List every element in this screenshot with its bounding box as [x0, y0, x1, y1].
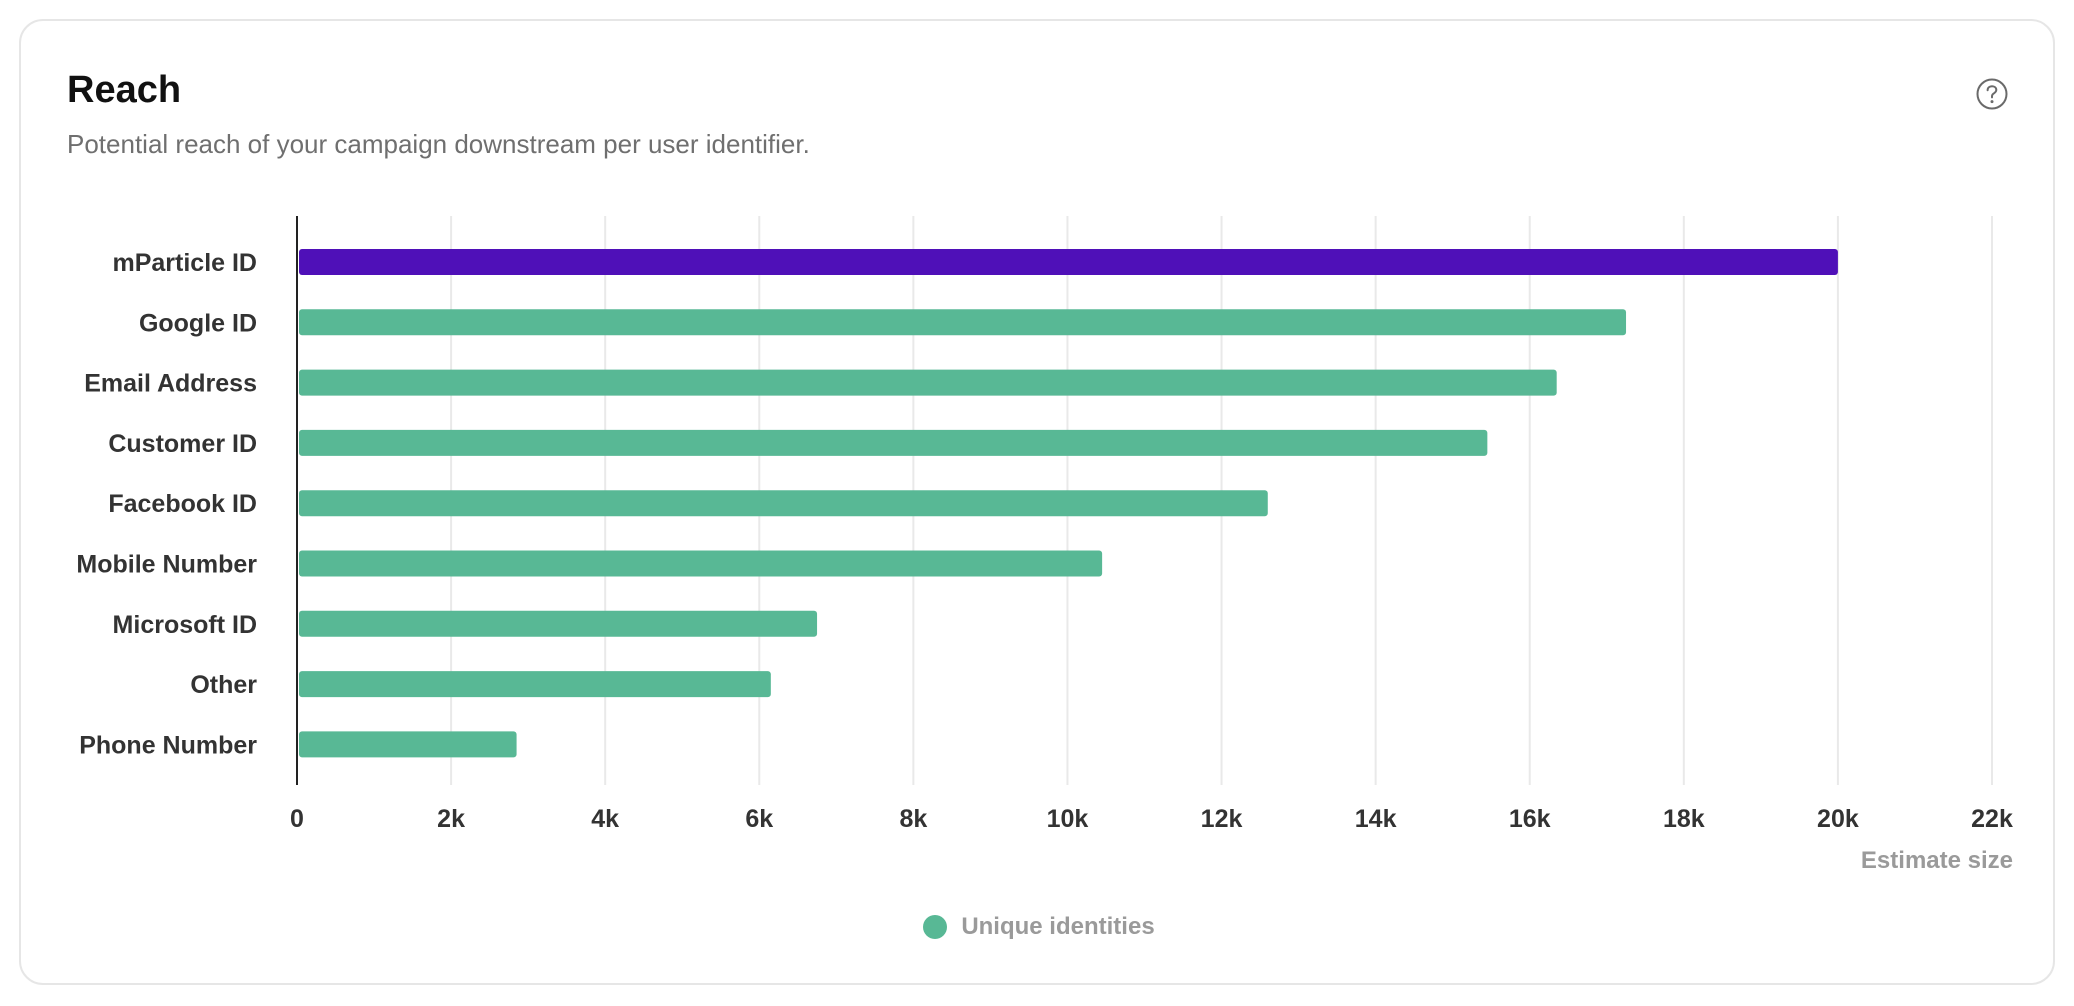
- question-circle-icon[interactable]: [1975, 77, 2009, 111]
- x-tick-label: 10k: [1047, 805, 1089, 833]
- chart-axes: 0 2k 4k 6k 8k 10k 12k 14k 16k 18k 20k 22k mParticle …: [76, 216, 2013, 874]
- bar[interactable]: [299, 249, 1838, 275]
- x-tick-label: 8k: [899, 805, 927, 833]
- x-tick-label: 0: [290, 805, 304, 833]
- y-category-label: Google ID: [139, 309, 257, 337]
- y-category-label: Mobile Number: [76, 551, 257, 579]
- x-tick-label: 2k: [437, 805, 465, 833]
- x-tick-label: 14k: [1355, 805, 1397, 833]
- card-subtitle: Potential reach of your campaign downstr…: [67, 129, 810, 159]
- reach-card: Reach Potential reach of your campaign d…: [19, 19, 2055, 985]
- x-tick-label: 4k: [591, 805, 619, 833]
- bar[interactable]: [299, 550, 1103, 577]
- bar[interactable]: [299, 610, 818, 637]
- x-axis-title: Estimate size: [1861, 847, 2013, 874]
- y-category-label: mParticle ID: [112, 249, 257, 277]
- x-tick-label: 22k: [1971, 805, 2013, 833]
- bar[interactable]: [299, 309, 1627, 336]
- legend-label: Unique identities: [961, 913, 1155, 940]
- x-tick-label: 6k: [745, 805, 773, 833]
- x-tick-label: 12k: [1201, 805, 1243, 833]
- bar[interactable]: [299, 490, 1268, 517]
- chart-bars: [299, 249, 1838, 758]
- x-tick-label: 18k: [1663, 805, 1705, 833]
- bar[interactable]: [299, 429, 1488, 456]
- legend-item-unique-identities[interactable]: Unique identities: [923, 913, 1155, 941]
- legend-swatch: [923, 915, 948, 939]
- y-category-label: Phone Number: [79, 731, 257, 759]
- x-tick-label: 16k: [1509, 805, 1551, 833]
- bar[interactable]: [299, 369, 1557, 396]
- card-title: Reach: [67, 69, 182, 111]
- bar[interactable]: [299, 731, 517, 758]
- bar[interactable]: [299, 671, 771, 698]
- y-category-label: Facebook ID: [108, 490, 257, 518]
- x-tick-label: 20k: [1817, 805, 1859, 833]
- y-category-label: Other: [190, 671, 257, 699]
- reach-bar-chart: 0 2k 4k 6k 8k 10k 12k 14k 16k 18k 20k 22k mParticle …: [76, 216, 2013, 874]
- chart-legend: Unique identities: [21, 913, 2057, 941]
- y-category-label: Email Address: [84, 370, 257, 398]
- y-category-label: Customer ID: [108, 430, 257, 458]
- y-category-label: Microsoft ID: [113, 611, 257, 639]
